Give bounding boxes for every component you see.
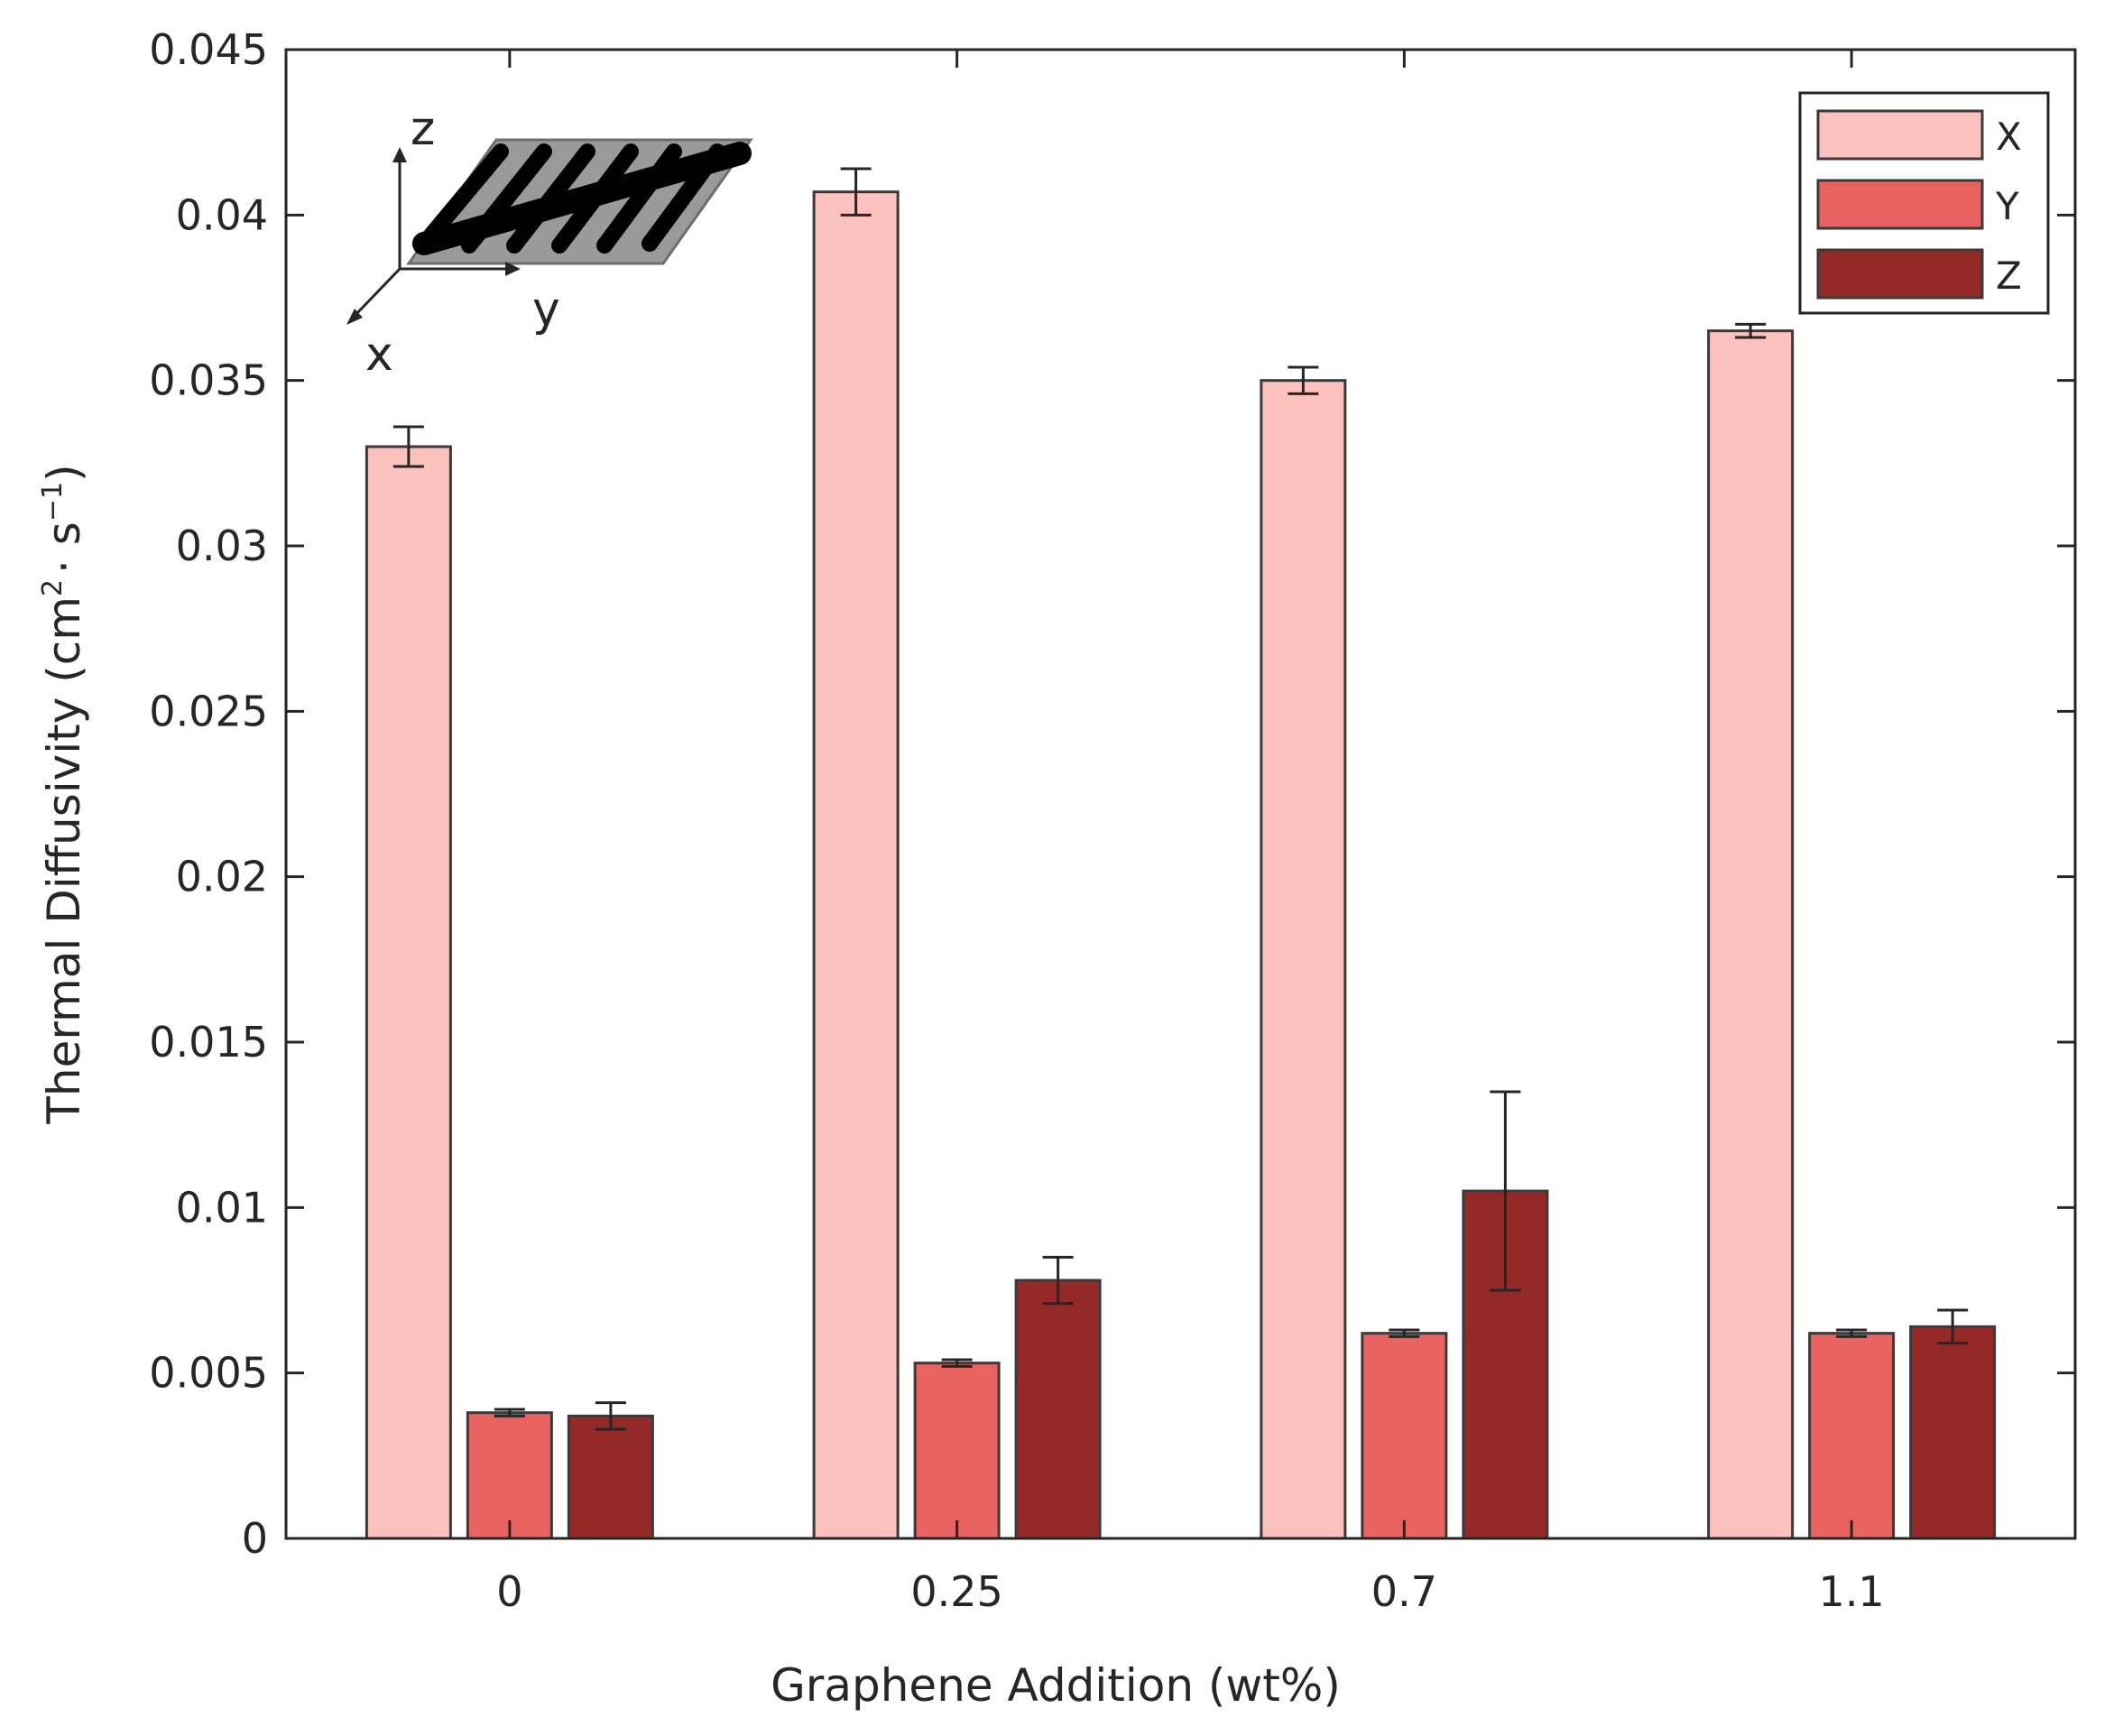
bars-layer: [365, 190, 1997, 1540]
error-bar-y-0.25: [941, 1358, 973, 1368]
bar-z-0.25: [1014, 1279, 1102, 1540]
legend-swatch-y: [1816, 179, 1984, 230]
bar-x-0.7: [1260, 379, 1347, 1540]
error-bar-x-1.1: [1735, 322, 1767, 339]
y-tick-label: 0.005: [149, 1349, 268, 1398]
error-bar-y-0.7: [1389, 1328, 1420, 1338]
y-tick-label: 0.04: [176, 190, 268, 239]
x-tick-label: 0.25: [910, 1567, 1002, 1616]
specimen-orientation-inset: z y x: [346, 102, 753, 382]
coordinate-axes-icon: [346, 147, 521, 325]
error-bar-z-0.25: [1042, 1255, 1074, 1306]
x-axis-label: Graphene Addition (wt%): [771, 1659, 1341, 1712]
y-tick-label: 0.015: [149, 1018, 268, 1067]
bar-x-1.1: [1707, 329, 1795, 1540]
legend-label-z: Z: [1996, 254, 2022, 298]
y-tick-label: 0.01: [176, 1183, 268, 1232]
bar-x-0.25: [812, 190, 900, 1540]
bar-z-1.1: [1909, 1325, 1997, 1540]
error-bar-x-0.7: [1288, 365, 1319, 395]
legend-swatch-x: [1816, 109, 1984, 161]
bar-y-0.25: [913, 1362, 1001, 1540]
y-tick-label: 0.03: [176, 522, 268, 570]
legend-swatch-z: [1816, 248, 1984, 300]
inset-x-label: x: [365, 328, 393, 382]
x-tick-label: 1.1: [1819, 1567, 1885, 1616]
error-bar-z-1.1: [1937, 1308, 1969, 1345]
bar-y-0.7: [1361, 1332, 1448, 1540]
x-tick-label: 0: [496, 1567, 522, 1616]
y-tick-label: 0.025: [149, 687, 268, 735]
y-tick-label: 0.02: [176, 853, 268, 901]
error-bar-y-1.1: [1836, 1328, 1868, 1338]
error-bars-layer: [392, 167, 1969, 1431]
bar-z-0: [567, 1414, 654, 1540]
y-tick-label: 0.045: [149, 25, 268, 74]
error-bar-y-0: [494, 1408, 525, 1417]
legend-label-y: Y: [1995, 184, 2019, 228]
error-bar-x-0.25: [840, 167, 872, 217]
bar-y-0: [466, 1411, 553, 1540]
y-tick-label: 0: [242, 1514, 268, 1563]
legend-items: XYZ: [1816, 109, 2022, 300]
plot-area-frame: [284, 48, 2077, 1540]
error-bar-z-0: [595, 1401, 626, 1431]
inset-z-label: z: [411, 102, 435, 156]
legend: XYZ: [1798, 91, 2050, 315]
bar-x-0: [365, 445, 452, 1540]
error-bar-x-0: [392, 425, 424, 468]
y-axis-label: Thermal Diffusivity (cm2· s−1): [37, 464, 90, 1124]
bar-y-1.1: [1808, 1332, 1896, 1540]
specimen-raster-lines: [412, 142, 752, 255]
error-bar-z-0.7: [1490, 1090, 1521, 1292]
axis-ticks-layer: 0 0.25 0.7 1.1 0 0.005 0.01 0.015 0.02 0.025 0.03 0…: [149, 25, 2075, 1616]
y-tick-label: 0.035: [149, 356, 268, 405]
inset-y-label: y: [532, 282, 560, 337]
legend-label-x: X: [1996, 115, 2022, 159]
x-tick-label: 0.7: [1371, 1567, 1437, 1616]
